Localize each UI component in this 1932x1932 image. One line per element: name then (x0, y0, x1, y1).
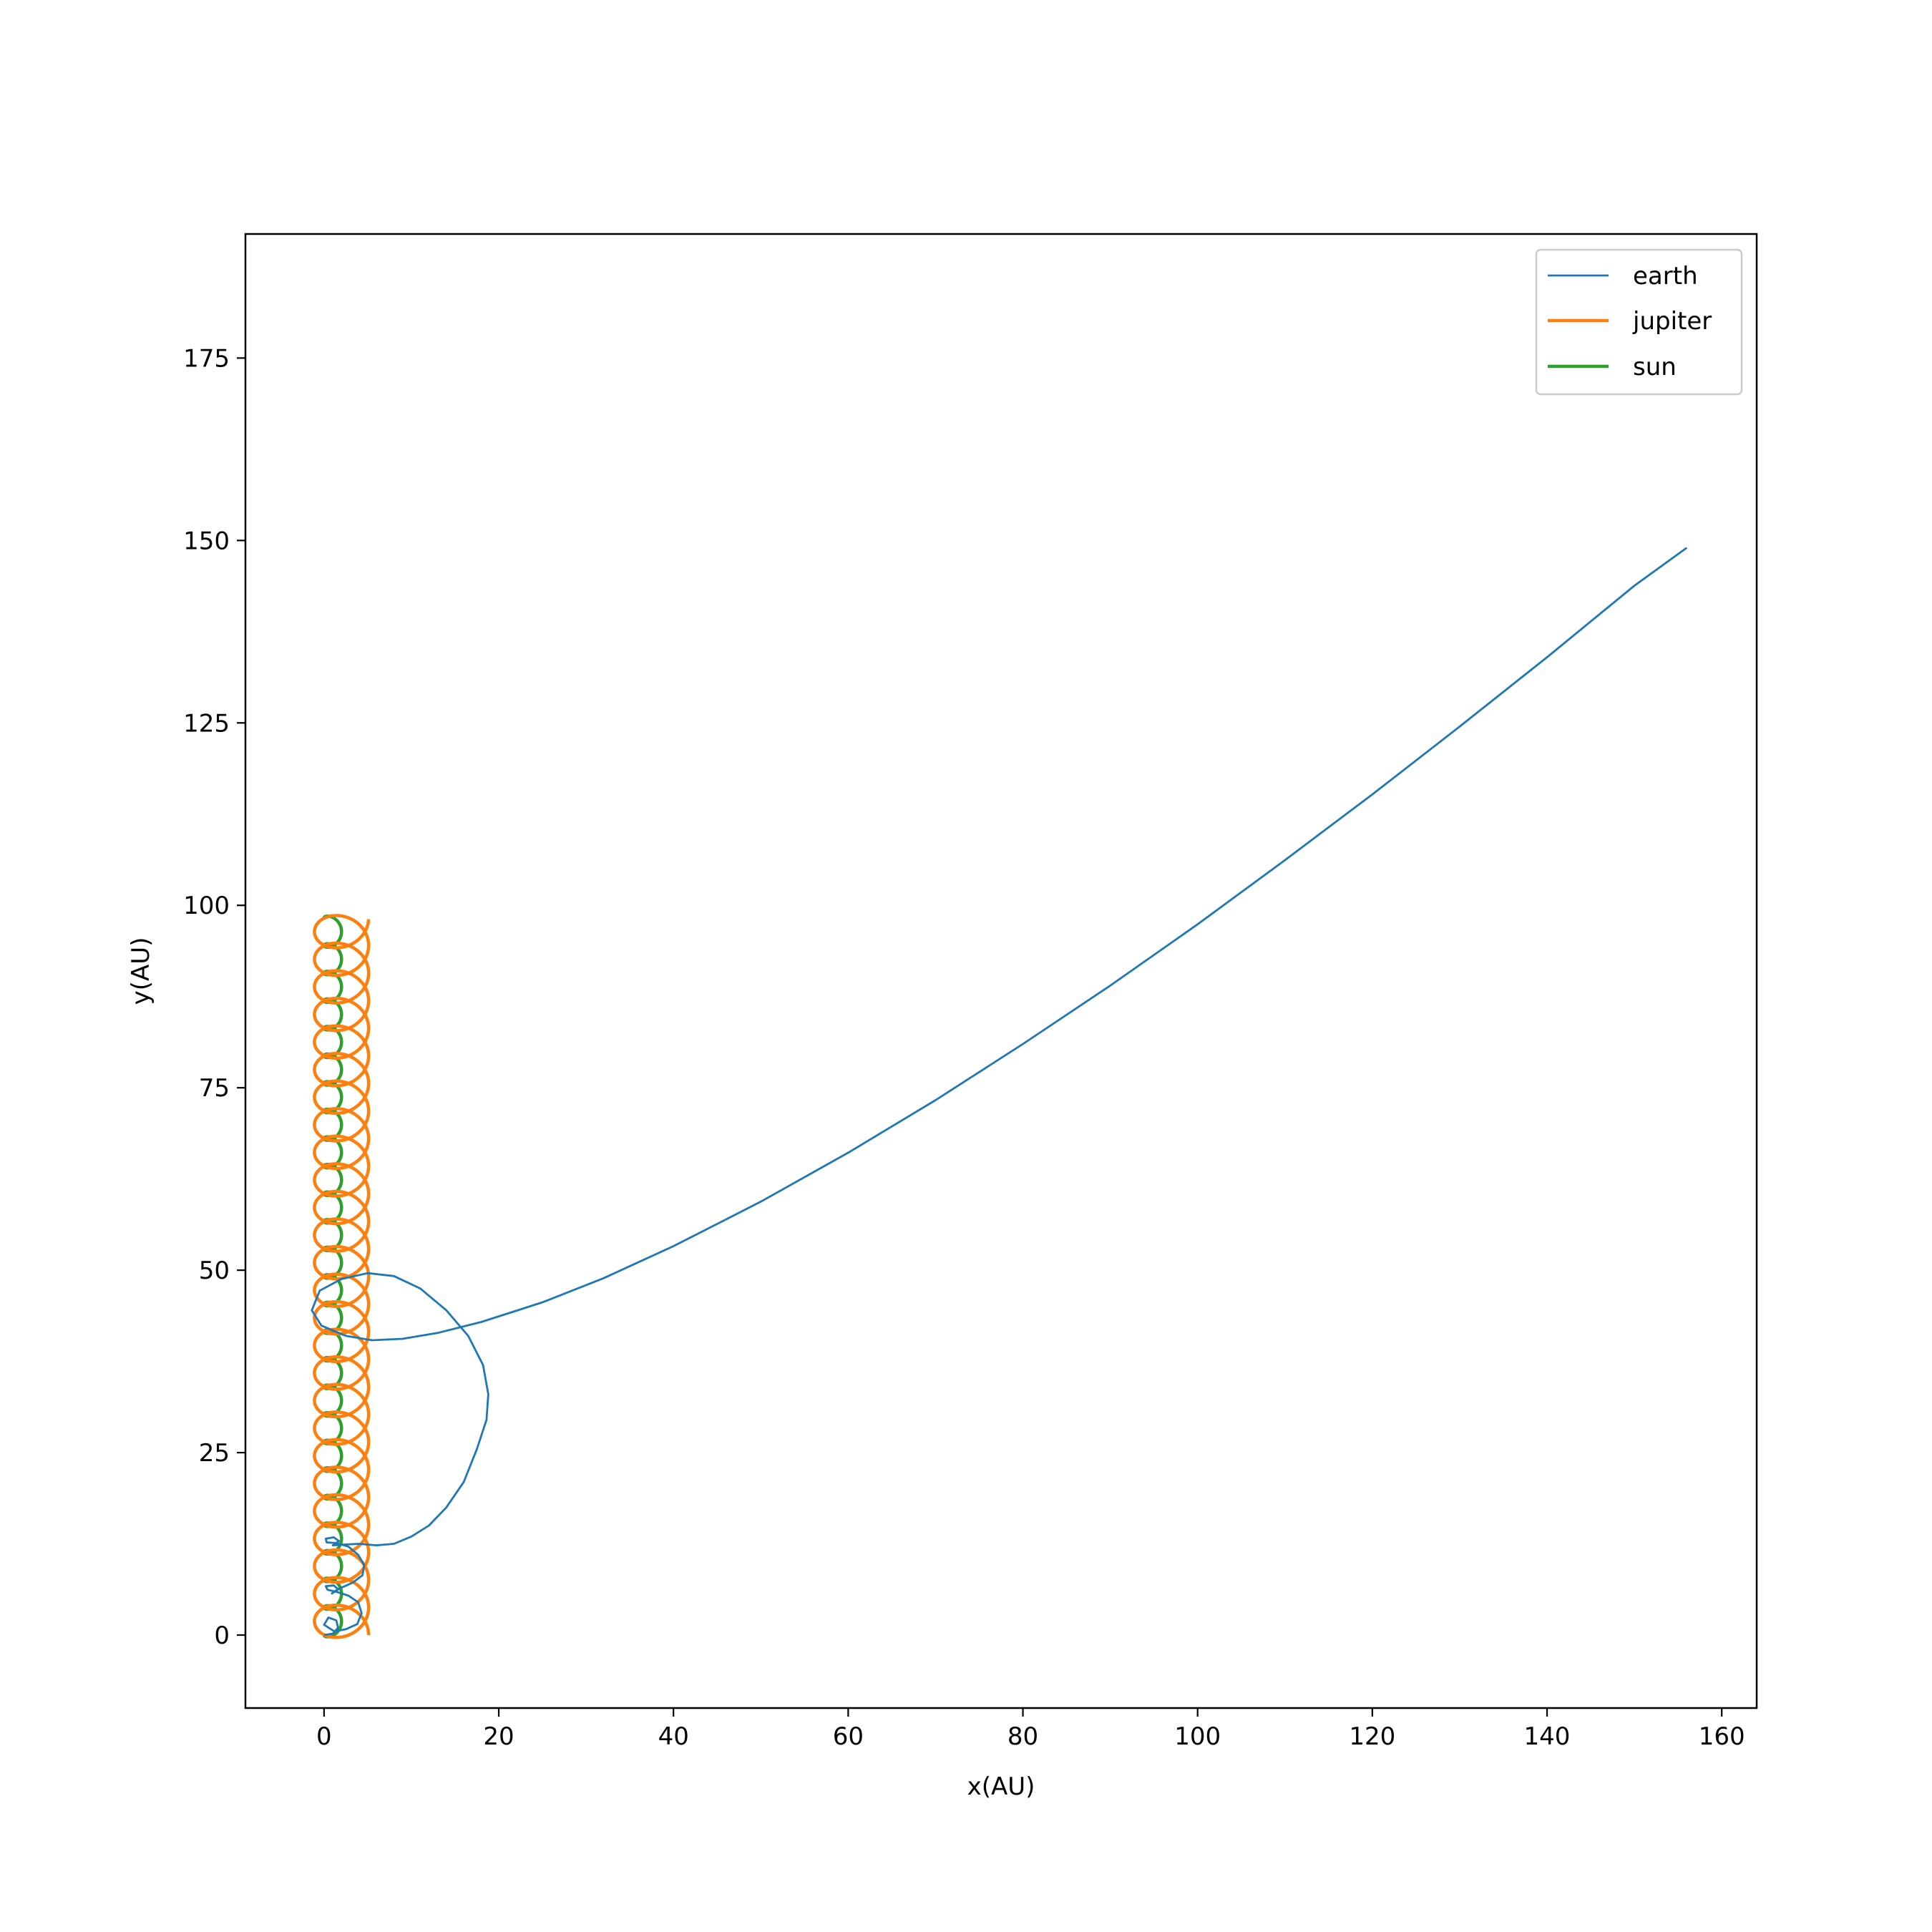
plot-area (245, 234, 1757, 1708)
earth-trajectory-line (311, 547, 1688, 1636)
axis-ticks: 0 20 40 60 80 100 120 140 160 0 25 50 75 100 125 150 175 (183, 344, 1745, 1751)
y-tick-label: 100 (183, 892, 230, 920)
y-tick-label: 0 (214, 1621, 230, 1650)
plot-frame (244, 233, 1758, 1709)
x-tick-label: 60 (833, 1722, 864, 1751)
x-tick-label: 40 (658, 1722, 689, 1751)
legend-label-sun: sun (1633, 353, 1677, 381)
y-tick-label: 25 (199, 1439, 230, 1468)
legend: earth jupiter sun (1535, 248, 1743, 396)
y-tick-label: 125 (183, 709, 230, 738)
x-tick-label: 80 (1008, 1722, 1038, 1751)
x-tick-label: 160 (1699, 1722, 1745, 1751)
y-tick-label: 50 (199, 1257, 230, 1285)
legend-label-jupiter: jupiter (1632, 307, 1712, 336)
y-tick-label: 75 (199, 1074, 230, 1103)
x-axis-label: x(AU) (967, 1772, 1035, 1801)
series-layer (311, 547, 1688, 1639)
x-tick-label: 0 (316, 1722, 332, 1751)
x-tick-label: 140 (1524, 1722, 1571, 1751)
x-tick-label: 120 (1349, 1722, 1395, 1751)
x-tick-label: 20 (483, 1722, 514, 1751)
legend-label-earth: earth (1633, 262, 1698, 291)
x-tick-label: 100 (1174, 1722, 1221, 1751)
y-tick-label: 150 (183, 527, 230, 555)
legend-box (1535, 248, 1743, 396)
y-tick-label: 175 (183, 344, 230, 373)
jupiter-trajectory-line (313, 914, 371, 1639)
y-axis-label: y(AU) (127, 937, 155, 1005)
